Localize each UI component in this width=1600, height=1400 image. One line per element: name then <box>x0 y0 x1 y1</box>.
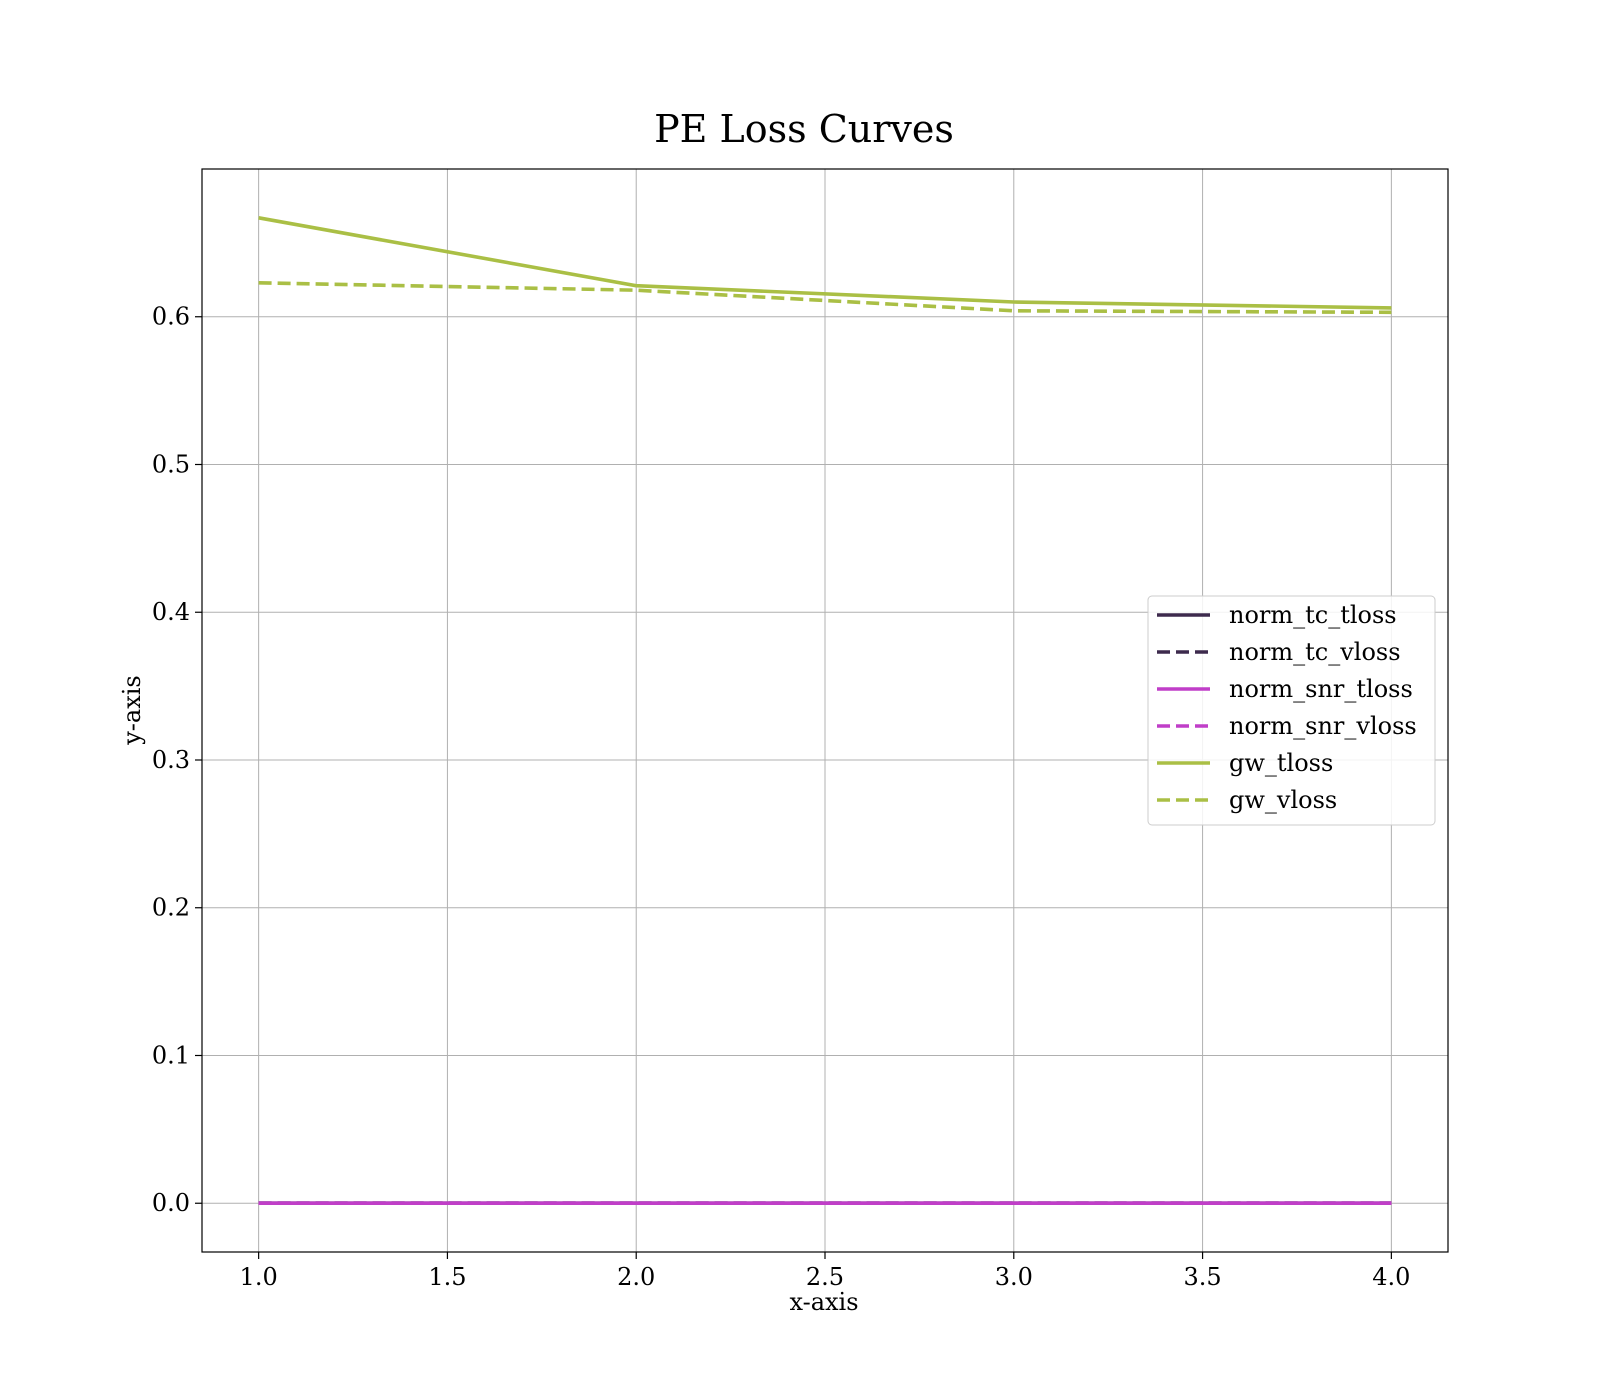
y-tick-label: 0.6 <box>152 303 190 331</box>
legend-item: norm_snr_vloss <box>1157 712 1417 740</box>
x-tick-label: 1.5 <box>428 1263 466 1291</box>
axis-ticks: 1.0 1.5 2.0 2.5 3.0 3.5 4.0 0.0 0.1 0.2 0.3 0.4 0.5 0… <box>152 303 1411 1291</box>
legend-item: norm_snr_tloss <box>1157 675 1413 703</box>
y-tick-label: 0.3 <box>152 746 190 774</box>
x-axis-label: x-axis <box>789 1288 858 1316</box>
legend-label: gw_vloss <box>1229 786 1337 814</box>
legend: norm_tc_tloss norm_tc_vloss norm_snr_tloss… <box>1147 595 1436 826</box>
y-tick-label: 0.0 <box>152 1189 190 1217</box>
legend-label: norm_tc_vloss <box>1229 638 1401 666</box>
legend-label: norm_tc_tloss <box>1229 601 1397 629</box>
x-tick-label: 4.0 <box>1372 1263 1410 1291</box>
x-tick-label: 3.0 <box>995 1263 1033 1291</box>
series-line-gw-tloss <box>258 216 1392 310</box>
legend-item: norm_tc_vloss <box>1157 638 1401 666</box>
legend-label: gw_tloss <box>1229 749 1333 777</box>
x-tick-label: 3.5 <box>1183 1263 1221 1291</box>
y-tick-label: 0.4 <box>152 598 190 626</box>
legend-item: gw_tloss <box>1157 749 1333 777</box>
y-axis-label: y-axis <box>118 675 146 746</box>
x-tick-label: 1.0 <box>240 1263 278 1291</box>
legend-item: gw_vloss <box>1157 786 1337 814</box>
series-lines <box>258 216 1392 1205</box>
x-tick-label: 2.5 <box>806 1263 844 1291</box>
chart-title: PE Loss Curves <box>654 107 954 151</box>
legend-item: norm_tc_tloss <box>1157 601 1397 629</box>
y-tick-label: 0.2 <box>152 894 190 922</box>
legend-label: norm_snr_tloss <box>1229 675 1413 703</box>
y-tick-label: 0.5 <box>152 450 190 478</box>
legend-box <box>1147 595 1436 826</box>
legend-label: norm_snr_vloss <box>1229 712 1417 740</box>
x-tick-label: 2.0 <box>617 1263 655 1291</box>
y-tick-label: 0.1 <box>152 1041 190 1069</box>
